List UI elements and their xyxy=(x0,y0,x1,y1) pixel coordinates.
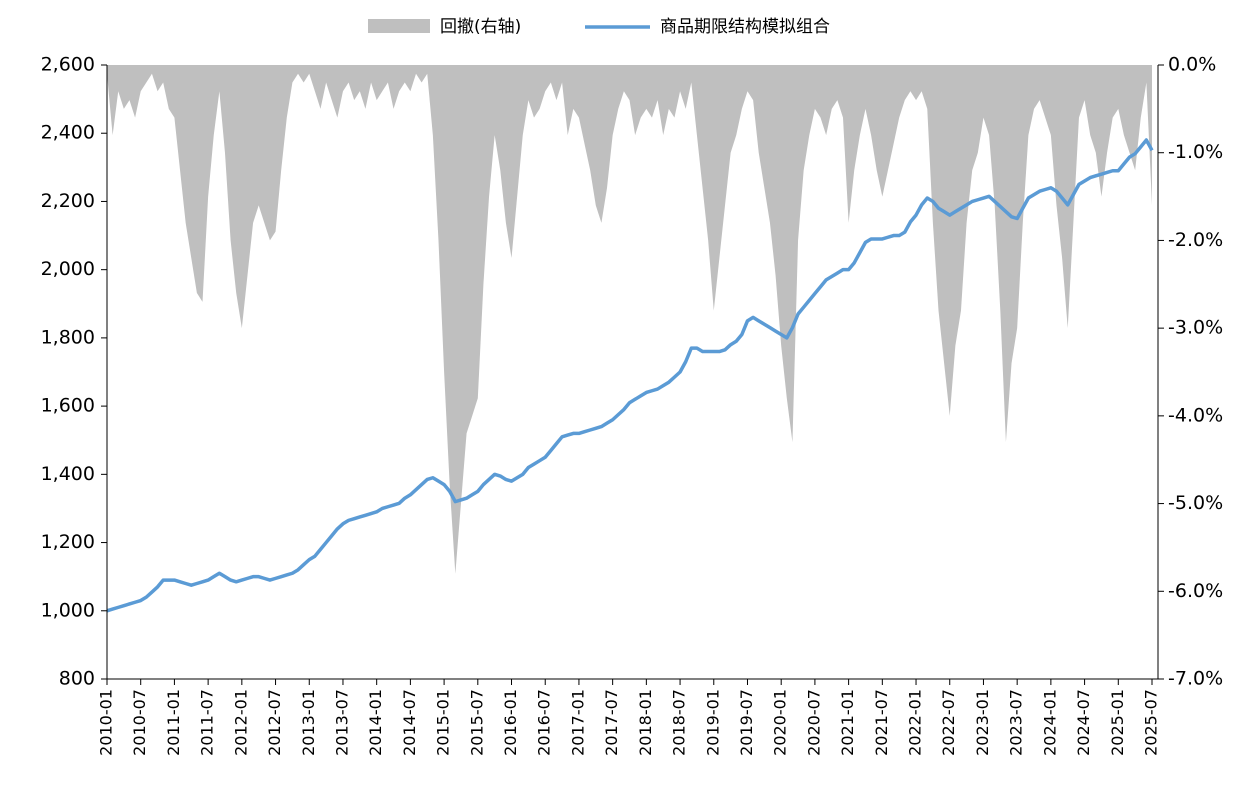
y-tick-label: 2,600 xyxy=(41,54,95,76)
x-tick-label: 2019-01 xyxy=(703,689,722,756)
y2-tick-label: -1.0% xyxy=(1168,141,1223,163)
y2-tick-label: 0.0% xyxy=(1168,54,1216,76)
legend-swatch xyxy=(368,19,430,33)
y-tick-label: 1,400 xyxy=(41,463,95,485)
x-tick-label: 2015-07 xyxy=(467,689,486,756)
x-tick-label: 2018-07 xyxy=(670,689,689,756)
y-tick-label: 2,000 xyxy=(41,258,95,280)
legend: 回撤(右轴) 商品期限结构模拟组合 xyxy=(368,17,830,37)
x-tick-label: 2022-01 xyxy=(906,689,925,756)
x-tick-label: 2025-01 xyxy=(1108,689,1127,756)
y-tick-label: 1,600 xyxy=(41,395,95,417)
y-tick-label: 1,800 xyxy=(41,326,95,348)
y-tick-label: 2,400 xyxy=(41,122,95,144)
y-tick-label: 1,000 xyxy=(41,599,95,621)
y-tick-label: 800 xyxy=(59,668,95,690)
x-tick-label: 2021-01 xyxy=(838,689,857,756)
x-tick-label: 2015-01 xyxy=(434,689,453,756)
x-tick-label: 2013-07 xyxy=(332,689,351,756)
x-tick-label: 2016-07 xyxy=(535,689,554,756)
x-tick-label: 2024-07 xyxy=(1074,689,1093,756)
x-tick-label: 2017-07 xyxy=(602,689,621,756)
x-tick-label: 2011-01 xyxy=(164,689,183,756)
x-tick-label: 2012-07 xyxy=(265,689,284,756)
legend-label: 商品期限结构模拟组合 xyxy=(660,17,830,37)
x-tick-label: 2024-01 xyxy=(1040,689,1059,756)
x-tick-label: 2011-07 xyxy=(198,689,217,756)
x-tick-label: 2020-01 xyxy=(771,689,790,756)
legend-label: 回撤(右轴) xyxy=(440,17,521,37)
y-tick-label: 2,200 xyxy=(41,190,95,212)
y2-tick-label: -3.0% xyxy=(1168,317,1223,339)
y-tick-label: 1,200 xyxy=(41,531,95,553)
x-tick-label: 2014-07 xyxy=(400,689,419,756)
x-tick-label: 2021-07 xyxy=(872,689,891,756)
y2-tick-label: -5.0% xyxy=(1168,492,1223,514)
drawdown-area xyxy=(107,65,1152,574)
x-tick-label: 2017-01 xyxy=(568,689,587,756)
x-tick-label: 2010-07 xyxy=(130,689,149,756)
x-tick-label: 2018-01 xyxy=(636,689,655,756)
x-tick-label: 2013-01 xyxy=(299,689,318,756)
x-tick-label: 2019-07 xyxy=(737,689,756,756)
x-tick-label: 2023-07 xyxy=(1007,689,1026,756)
x-tick-label: 2023-01 xyxy=(973,689,992,756)
x-tick-label: 2020-07 xyxy=(804,689,823,756)
series-line xyxy=(106,138,1154,613)
y2-tick-label: -2.0% xyxy=(1168,229,1223,251)
x-tick-label: 2022-07 xyxy=(939,689,958,756)
x-tick-label: 2012-01 xyxy=(231,689,250,756)
y2-tick-label: -7.0% xyxy=(1168,668,1223,690)
x-tick-label: 2014-01 xyxy=(366,689,385,756)
x-tick-label: 2025-07 xyxy=(1142,689,1161,756)
x-tick-label: 2010-01 xyxy=(97,689,116,756)
x-tick-label: 2016-01 xyxy=(501,689,520,756)
y2-tick-label: -4.0% xyxy=(1168,404,1223,426)
y2-tick-label: -6.0% xyxy=(1168,580,1223,602)
